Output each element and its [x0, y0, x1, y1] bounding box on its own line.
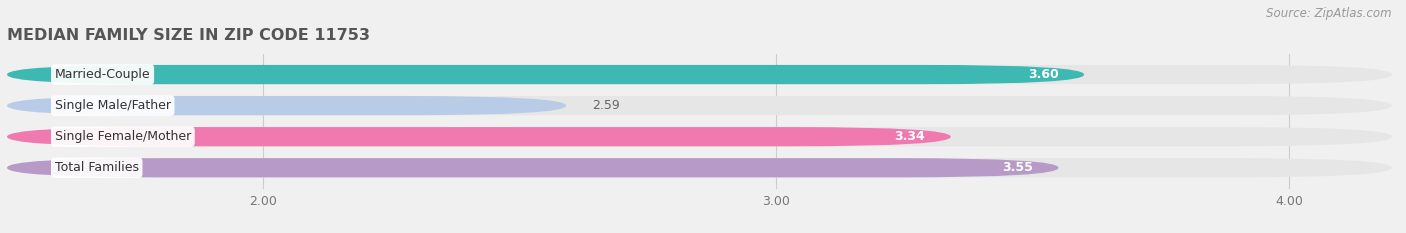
Text: Source: ZipAtlas.com: Source: ZipAtlas.com [1267, 7, 1392, 20]
Text: MEDIAN FAMILY SIZE IN ZIP CODE 11753: MEDIAN FAMILY SIZE IN ZIP CODE 11753 [7, 28, 370, 43]
FancyBboxPatch shape [7, 65, 1084, 84]
Text: Married-Couple: Married-Couple [55, 68, 150, 81]
Text: Total Families: Total Families [55, 161, 139, 174]
FancyBboxPatch shape [7, 127, 1392, 146]
Text: 3.55: 3.55 [1002, 161, 1033, 174]
FancyBboxPatch shape [7, 158, 1059, 177]
Text: 3.34: 3.34 [894, 130, 925, 143]
Text: 3.60: 3.60 [1028, 68, 1059, 81]
FancyBboxPatch shape [7, 96, 1392, 115]
FancyBboxPatch shape [7, 96, 567, 115]
FancyBboxPatch shape [7, 65, 1392, 84]
FancyBboxPatch shape [7, 127, 950, 146]
FancyBboxPatch shape [7, 158, 1392, 177]
Text: 2.59: 2.59 [592, 99, 620, 112]
Text: Single Male/Father: Single Male/Father [55, 99, 170, 112]
Text: Single Female/Mother: Single Female/Mother [55, 130, 191, 143]
